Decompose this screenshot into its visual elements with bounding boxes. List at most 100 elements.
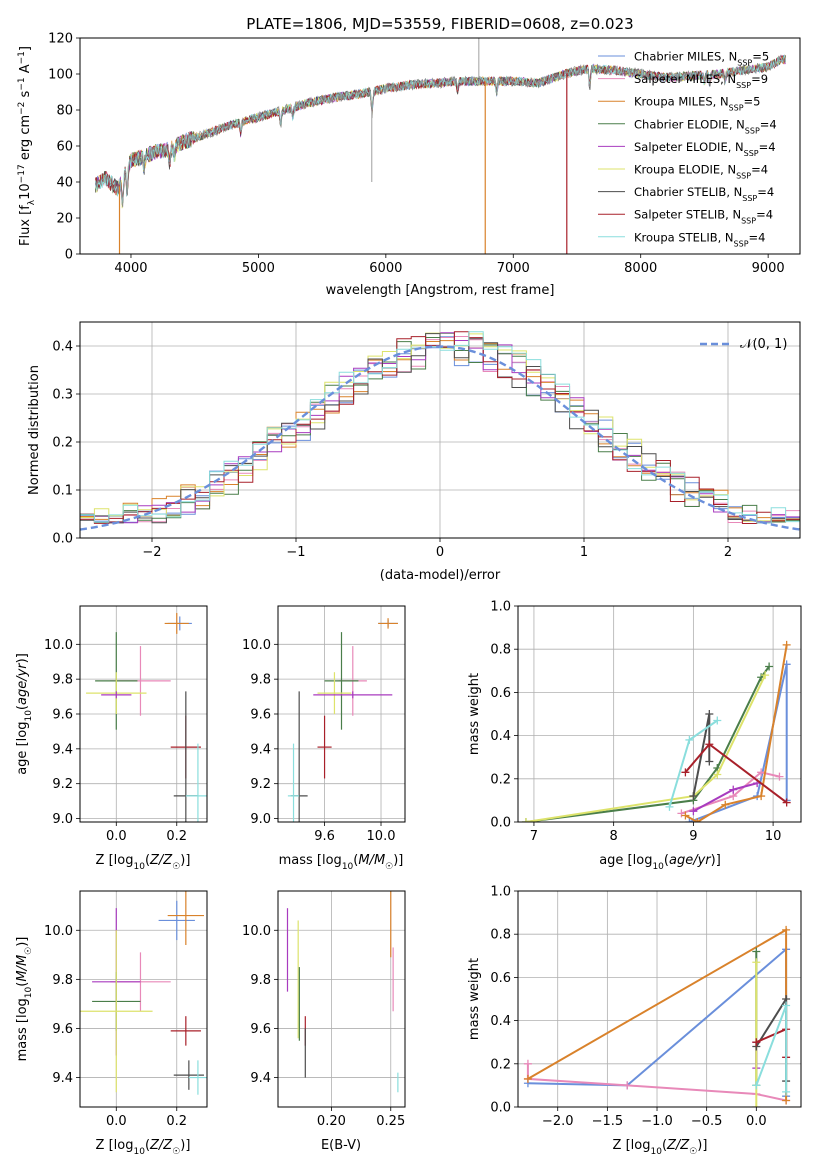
weight-marker (775, 772, 784, 781)
y-tick-label: 9.4 (250, 742, 271, 757)
y-tick-label: 10.0 (242, 924, 271, 939)
y-tick-label: 9.6 (52, 708, 73, 723)
y-tick-label: 9.2 (52, 777, 73, 792)
x-axis-label: wavelength [Angstrom, rest frame] (326, 283, 555, 298)
weight-marker (523, 1074, 532, 1083)
x-axis-label: Z [log10(Z/Z☉)] (96, 853, 191, 872)
weight-marker (693, 818, 702, 822)
weight-vs-age-panel: 7 8 9 10 0.0 0.2 0.4 0.6 0.8 1.0 age [log10(age/yr… (467, 600, 802, 872)
y-tick-label: 9.0 (250, 812, 271, 827)
legend-label: Salpeter ELODIE, NSSP=4 (634, 140, 776, 158)
y-axis-label: Normed distribution (27, 365, 42, 495)
x-axis-label: age [log10(age/yr)] (599, 853, 721, 872)
weight-marker (782, 640, 791, 649)
legend-label: Kroupa STELIB, NSSP=4 (634, 230, 765, 248)
y-tick-label: 10.0 (44, 924, 73, 939)
weight-marker (665, 802, 674, 811)
mass-vs-ebv-panel: 0.20 0.25 9.4 9.6 9.8 10.0 E(B-V) (242, 890, 406, 1153)
x-tick-label: 0.25 (376, 1114, 405, 1129)
weight-marker (523, 1059, 532, 1068)
weight-marker (681, 768, 690, 777)
x-tick-label: 0.20 (317, 1114, 346, 1129)
y-tick-label: 9.8 (52, 973, 73, 988)
y-tick-label: 0.6 (490, 971, 511, 986)
weight-marker (752, 958, 761, 967)
x-tick-label: 0 (436, 545, 444, 560)
y-tick-label: 0.3 (52, 388, 73, 403)
weight-vs-z-panel: −2.0 −1.5 −1.0 −0.5 0.0 0.0 0.2 0.4 0.6 0.8 1.0 Z [… (467, 885, 802, 1157)
y-tick-label: 0 (65, 248, 73, 263)
x-tick-label: 7000 (497, 261, 530, 276)
legend-label: Chabrier STELIB, NSSP=4 (634, 185, 774, 203)
y-tick-label: 80 (56, 104, 73, 119)
x-tick-label: 0.2 (166, 1114, 187, 1129)
y-tick-label: 9.4 (52, 742, 73, 757)
y-tick-label: 9.6 (250, 708, 271, 723)
x-tick-label: −1.5 (592, 1114, 624, 1129)
y-tick-label: 1.0 (490, 885, 511, 900)
x-axis-label: (data-model)/error (380, 568, 501, 583)
y-tick-label: 60 (56, 140, 73, 155)
weight-marker (729, 785, 738, 794)
weight-marker (705, 740, 714, 749)
x-tick-label: −0.5 (691, 1114, 723, 1129)
weight-marker (782, 1087, 791, 1096)
y-tick-label: 0.2 (490, 772, 511, 787)
age-vs-z-plot-area (86, 612, 207, 822)
y-axis-label: mass weight (467, 958, 482, 1040)
y-tick-label: 0.8 (490, 928, 511, 943)
spectrum-plot-area (94, 38, 787, 254)
weight-marker (689, 807, 698, 816)
x-tick-label: 0.0 (106, 1114, 127, 1129)
gaussian-curve (80, 345, 800, 531)
weight-marker (757, 792, 766, 801)
y-tick-label: 9.6 (52, 1022, 73, 1037)
weight-marker (705, 710, 714, 718)
weight-marker (521, 818, 530, 822)
y-tick-label: 0.0 (490, 816, 511, 831)
legend-label: 𝒩(0, 1) (740, 337, 787, 352)
weight-line (525, 674, 767, 822)
x-tick-label: 9.6 (314, 829, 335, 844)
weight-marker (681, 811, 690, 820)
y-tick-label: 9.4 (250, 1071, 271, 1086)
mass-vs-z-panel: 0.0 0.2 9.4 9.6 9.8 10.0 Z [log10(Z/Z☉)] mass [… (15, 890, 208, 1157)
y-tick-label: 0.4 (490, 1014, 511, 1029)
weight-line (755, 1005, 788, 1092)
weight-marker (752, 1103, 761, 1107)
mass-vs-ebv-plot-area (286, 891, 399, 1093)
residuals-plot-area (80, 331, 800, 531)
y-tick-label: 0.4 (490, 729, 511, 744)
weight-marker (685, 735, 694, 744)
spectrum-panel: 4000 5000 6000 7000 8000 9000 0 20 40 60 80 100 120 C… (17, 32, 801, 298)
y-axis-label: Flux [fλ10−17 erg cm−2 s−1 A−1] (17, 46, 37, 246)
legend-label: Kroupa ELODIE, NSSP=4 (634, 163, 768, 181)
y-tick-label: 9.6 (250, 1022, 271, 1037)
weight-marker (752, 1038, 761, 1047)
weight-marker (752, 947, 761, 956)
y-tick-label: 10.0 (242, 638, 271, 653)
y-tick-label: 0.8 (490, 643, 511, 658)
y-tick-label: 120 (48, 32, 73, 47)
x-tick-label: −1.0 (641, 1114, 673, 1129)
spectrum-data-line (95, 54, 786, 208)
x-axis-label: Z [log10(Z/Z☉)] (96, 1138, 191, 1157)
x-tick-label: 0.0 (746, 1114, 767, 1129)
page-title: PLATE=1806, MJD=53559, FIBERID=0608, z=0… (246, 15, 633, 33)
y-tick-label: 9.0 (52, 812, 73, 827)
x-tick-label: −2 (142, 545, 161, 560)
x-tick-label: 10 (765, 829, 782, 844)
weight-marker (713, 716, 722, 725)
x-tick-label: 10.0 (367, 829, 396, 844)
y-axis-label: age [log10(age/yr)] (15, 653, 34, 775)
y-tick-label: 40 (56, 176, 73, 191)
y-tick-label: 9.4 (52, 1071, 73, 1086)
x-tick-label: 6000 (369, 261, 402, 276)
y-tick-label: 9.8 (250, 673, 271, 688)
weight-vs-z-frame (517, 890, 802, 1108)
weight-marker (705, 757, 714, 766)
weight-marker (761, 671, 770, 680)
residual-histogram (80, 333, 800, 524)
x-tick-label: 0.0 (106, 829, 127, 844)
x-tick-label: 0.2 (166, 829, 187, 844)
